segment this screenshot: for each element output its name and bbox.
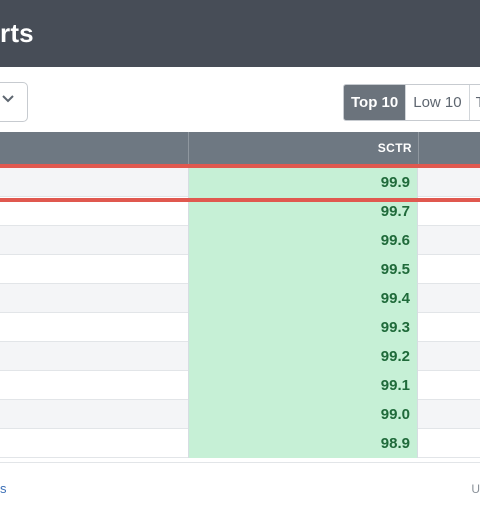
page-title: rts: [0, 18, 34, 48]
sctr-value: 99.3: [380, 319, 410, 336]
table-body: 99.9 99.7 99.6 99.5 99.4 99.3 99.2 99.1 …: [0, 168, 480, 458]
table-row[interactable]: 99.6: [0, 226, 480, 255]
table-row[interactable]: 99.4: [0, 284, 480, 313]
table-row[interactable]: 99.7: [0, 197, 480, 226]
range-button-group: Top 10 Low 10 T: [343, 84, 480, 121]
toolbar: Top 10 Low 10 T: [0, 67, 480, 132]
footer-note: U: [471, 482, 480, 496]
table-header: SCTR: [0, 132, 480, 164]
top-10-button[interactable]: Top 10: [344, 85, 406, 120]
sctr-value: 99.2: [380, 348, 410, 365]
column-divider: [418, 132, 419, 164]
sctr-value: 99.4: [380, 290, 410, 307]
footer-link[interactable]: s: [0, 481, 7, 496]
sctr-cell: 99.1: [188, 371, 418, 400]
sctr-value: 99.9: [380, 174, 410, 191]
sctr-value: 99.6: [380, 232, 410, 249]
table-row[interactable]: 99.3: [0, 313, 480, 342]
sctr-value: 99.5: [380, 261, 410, 278]
table-footer: s U: [0, 462, 480, 511]
table-row[interactable]: 98.9: [0, 429, 480, 458]
low-10-button[interactable]: Low 10: [405, 85, 469, 120]
chevron-down-icon: [2, 95, 14, 103]
filter-dropdown[interactable]: [0, 82, 28, 122]
table-row[interactable]: 99.2: [0, 342, 480, 371]
page-header: rts: [0, 0, 480, 67]
table-row[interactable]: 99.1: [0, 371, 480, 400]
table-row[interactable]: 99.0: [0, 400, 480, 429]
sctr-cell: 99.5: [188, 255, 418, 284]
sctr-cell: 99.4: [188, 284, 418, 313]
sctr-cell: 99.3: [188, 313, 418, 342]
column-divider: [188, 132, 189, 164]
sctr-value: 99.7: [380, 203, 410, 220]
sctr-cell: 99.0: [188, 400, 418, 429]
sctr-cell: 98.9: [188, 429, 418, 458]
sctr-cell: 99.2: [188, 342, 418, 371]
sctr-value: 98.9: [380, 435, 410, 452]
third-range-button[interactable]: T: [468, 85, 480, 120]
sctr-cell: 99.7: [188, 197, 418, 226]
sctr-cell: 99.6: [188, 226, 418, 255]
sctr-cell: 99.9: [188, 168, 418, 197]
table-row[interactable]: 99.9: [0, 168, 480, 197]
table-row[interactable]: 99.5: [0, 255, 480, 284]
sctr-value: 99.1: [380, 377, 410, 394]
sctr-column-header[interactable]: SCTR: [377, 141, 412, 155]
sctr-value: 99.0: [380, 406, 410, 423]
